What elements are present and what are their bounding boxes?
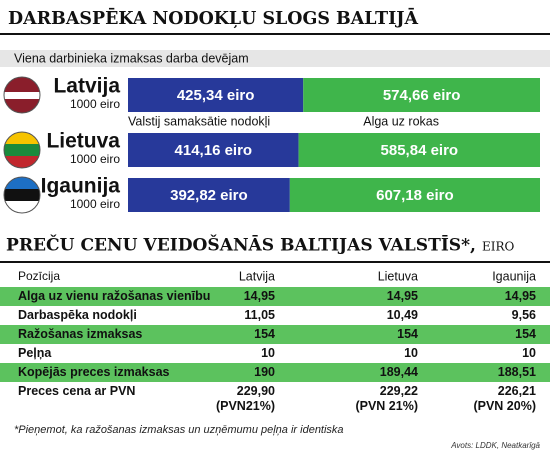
bar-segment <box>298 133 540 167</box>
legend-label: Alga uz rokas <box>363 114 439 128</box>
table-cell: (PVN21%) <box>216 399 275 413</box>
row-highlight <box>0 325 550 344</box>
value-label: 574,66 eiro <box>383 87 461 104</box>
table-cell: 10 <box>261 346 275 360</box>
value-label: 425,34 eiro <box>177 87 255 104</box>
table-cell: 190 <box>254 365 275 379</box>
chart-title: DARBASPĒKA NODOKĻU SLOGS BALTIJĀ <box>8 7 419 29</box>
value-label: 414,16 eiro <box>175 142 253 159</box>
title-rule <box>0 33 550 35</box>
table-cell: Preces cena ar PVN <box>18 384 135 398</box>
table-cell: 10,49 <box>387 308 418 322</box>
table-title: PREČU CENU VEIDOŠANĀS BALTIJAS VALSTĪS*, <box>6 235 476 256</box>
table-cell: Ražošanas izmaksas <box>18 327 142 341</box>
table-cell: 9,56 <box>512 308 536 322</box>
table-cell: 154 <box>397 327 418 341</box>
category-label: Igaunija <box>41 175 121 198</box>
table-cell: 10 <box>522 346 536 360</box>
flag-latvija <box>4 77 40 113</box>
table-header: Pozīcija <box>18 269 60 283</box>
flag-igaunija <box>4 177 40 213</box>
table-rule <box>0 261 550 263</box>
table-header: Igaunija <box>492 269 536 283</box>
table-cell: (PVN 20%) <box>473 399 536 413</box>
bar-segment <box>128 78 304 112</box>
table-cell: 229,90 <box>237 384 275 398</box>
bar-segment <box>303 78 540 112</box>
row-highlight <box>0 363 550 382</box>
category-label: Lietuva <box>46 130 120 153</box>
table-cell: 154 <box>515 327 536 341</box>
category-note: 1000 eiro <box>70 152 120 166</box>
value-label: 392,82 eiro <box>170 187 248 204</box>
table-cell: 154 <box>254 327 275 341</box>
table-cell: Alga uz vienu ražošanas vienību <box>18 289 210 303</box>
value-label: 607,18 eiro <box>376 187 454 204</box>
table-cell: 229,22 <box>380 384 418 398</box>
source: Avots: LDDK, Neatkarīgā <box>450 441 540 450</box>
table-cell: 189,44 <box>380 365 418 379</box>
table-cell: Kopējās preces izmaksas <box>18 365 170 379</box>
category-note: 1000 eiro <box>70 197 120 211</box>
subtitle-band <box>0 50 550 67</box>
chart-subtitle: Viena darbinieka izmaksas darba devējam <box>14 51 249 65</box>
bar-segment <box>128 178 290 212</box>
bar-segment <box>289 178 540 212</box>
table-cell: 14,95 <box>505 289 536 303</box>
category-label: Latvija <box>53 75 120 98</box>
flag-lietuva <box>4 132 40 168</box>
flags <box>3 76 41 214</box>
value-label: 585,84 eiro <box>381 142 459 159</box>
table-cell: 188,51 <box>498 365 536 379</box>
legend-label: Valstij samaksātie nodokļi <box>128 114 270 128</box>
table-cell: (PVN 21%) <box>355 399 418 413</box>
table-header: Lietuva <box>378 269 418 283</box>
table-title-unit: EIRO <box>482 240 515 254</box>
row-highlight <box>0 287 550 306</box>
table-cell: 10 <box>404 346 418 360</box>
table-cell: Darbaspēka nodokļi <box>18 308 137 322</box>
category-note: 1000 eiro <box>70 97 120 111</box>
table-cell: 226,21 <box>498 384 536 398</box>
footnote: *Pieņemot, ka ražošanas izmaksas un uzņē… <box>14 424 344 436</box>
table-cell: 14,95 <box>244 289 275 303</box>
table-cell: Peļņa <box>18 346 52 360</box>
bar-segment <box>128 133 299 167</box>
table-header: Latvija <box>239 269 275 283</box>
table-cell: 11,05 <box>244 308 275 322</box>
table-cell: 14,95 <box>387 289 418 303</box>
